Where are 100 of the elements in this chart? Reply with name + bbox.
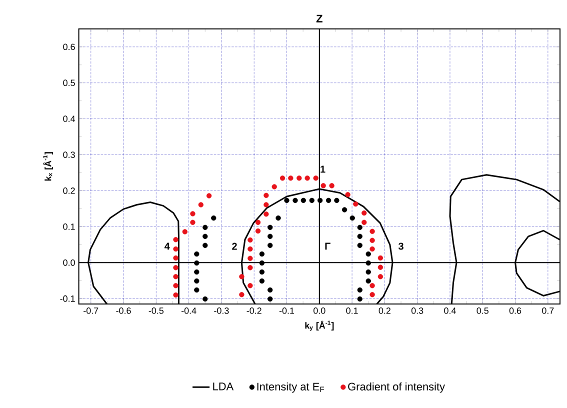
- point: [194, 260, 200, 266]
- point: [248, 283, 253, 288]
- y-tick-label: 0.0: [63, 259, 75, 266]
- annotation: Γ: [325, 242, 330, 250]
- legend-label: Intensity at E$_{F}$: [257, 382, 324, 393]
- x-tick-label: 0.2: [378, 308, 390, 314]
- x-tick-label: -0.6: [116, 308, 131, 314]
- point: [239, 292, 244, 298]
- point: [300, 198, 306, 204]
- point: [370, 246, 375, 252]
- chart-title: Z: [316, 14, 322, 22]
- x-tick-label: -0.5: [148, 308, 164, 314]
- point: [194, 278, 200, 284]
- x-tick-label: 0.4: [444, 308, 456, 314]
- point: [194, 287, 200, 293]
- point: [320, 183, 326, 188]
- point: [357, 234, 362, 239]
- y-tick-label: 0.4: [63, 116, 76, 122]
- point: [370, 292, 375, 298]
- point: [264, 212, 269, 217]
- y-axis-title: k$_{x}$ [Å$^{-1}$]: [43, 152, 53, 181]
- y-tick-label: 0.1: [63, 224, 75, 230]
- annotation: 1: [320, 166, 326, 173]
- point: [173, 255, 178, 261]
- legend-label: Gradient of intensity: [348, 382, 445, 393]
- point: [248, 265, 253, 270]
- point: [357, 224, 362, 230]
- point: [202, 242, 208, 248]
- point: [326, 198, 332, 204]
- point: [362, 220, 367, 225]
- point: [292, 198, 298, 204]
- point: [268, 234, 273, 239]
- x-tick-label: -0.7: [84, 308, 98, 314]
- x-tick-label: 0.0: [314, 308, 326, 314]
- x-tick-label: -0.1: [279, 308, 294, 314]
- point: [259, 251, 265, 257]
- point: [329, 183, 334, 188]
- point: [378, 264, 384, 270]
- point: [370, 238, 375, 243]
- point: [268, 287, 273, 293]
- point: [259, 278, 265, 284]
- point: [211, 215, 216, 221]
- point: [173, 246, 178, 252]
- y-tick-label: 0.6: [63, 44, 75, 50]
- point: [194, 251, 200, 257]
- x-axis-title: k$_{y}$ [Å$^{-1}$]: [305, 320, 334, 331]
- x-tick-label: -0.4: [182, 308, 196, 314]
- point: [366, 260, 371, 266]
- point: [268, 242, 273, 248]
- point: [268, 296, 273, 302]
- x-tick-label: -0.2: [246, 308, 262, 314]
- point: [366, 278, 371, 284]
- point: [198, 202, 204, 208]
- point: [202, 234, 208, 239]
- point: [357, 296, 362, 302]
- point: [259, 269, 265, 275]
- point: [239, 274, 244, 280]
- point: [366, 269, 371, 275]
- point: [353, 201, 358, 207]
- point: [366, 251, 371, 257]
- point: [288, 176, 294, 181]
- point: [173, 292, 178, 298]
- point: [342, 207, 348, 212]
- y-tick-label: -0.1: [60, 295, 75, 302]
- point: [350, 215, 355, 221]
- point: [362, 210, 367, 216]
- point: [264, 192, 269, 198]
- x-tick-label: -0.3: [214, 308, 229, 314]
- point: [255, 228, 261, 234]
- point: [202, 296, 208, 302]
- point: [182, 229, 188, 234]
- point: [276, 215, 281, 221]
- point: [202, 224, 208, 230]
- point: [194, 269, 200, 275]
- point: [313, 176, 318, 181]
- y-tick-label: 0.5: [63, 80, 75, 86]
- x-tick-label: 0.3: [411, 308, 424, 314]
- y-tick-label: 0.3: [63, 152, 75, 158]
- point: [268, 224, 273, 230]
- point: [259, 260, 265, 266]
- point: [280, 176, 286, 181]
- point: [304, 176, 310, 181]
- point: [173, 274, 178, 280]
- point: [296, 176, 302, 181]
- point: [317, 198, 323, 204]
- point: [334, 198, 340, 204]
- point: [378, 274, 384, 280]
- point: [309, 198, 314, 204]
- point: [248, 237, 253, 243]
- x-tick-label: 0.6: [509, 308, 522, 314]
- point: [357, 242, 362, 248]
- x-tick-label: 0.5: [476, 308, 488, 314]
- legend-label: LDA: [213, 382, 234, 390]
- point: [357, 287, 362, 293]
- point: [345, 192, 350, 198]
- x-tick-label: 0.1: [346, 308, 358, 314]
- point: [264, 202, 269, 208]
- point: [378, 255, 384, 261]
- annotation: 3: [398, 242, 404, 250]
- x-tick-label: 0.7: [542, 308, 554, 314]
